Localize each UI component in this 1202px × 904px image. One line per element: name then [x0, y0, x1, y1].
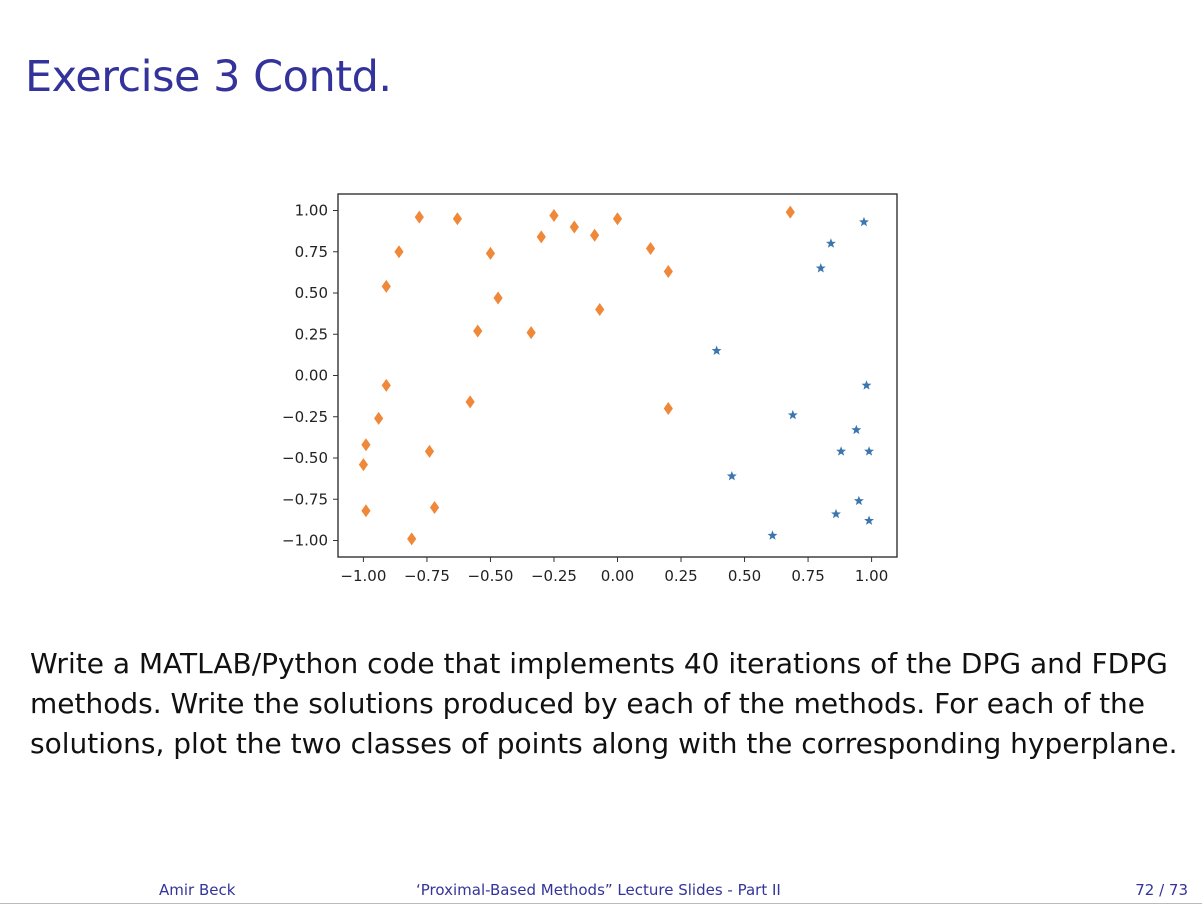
data-point-star	[836, 446, 847, 456]
data-point-star	[815, 263, 826, 273]
data-point-diamond	[493, 291, 503, 305]
x-tick-label: 0.00	[601, 567, 634, 585]
data-point-diamond	[473, 324, 483, 338]
x-tick-label: 0.25	[664, 567, 697, 585]
data-point-diamond	[381, 279, 391, 293]
data-point-diamond	[785, 205, 795, 219]
data-point-diamond	[536, 230, 546, 244]
data-point-star	[864, 446, 874, 456]
data-point-diamond	[381, 378, 391, 392]
data-point-star	[831, 508, 841, 519]
x-tick-label: −0.75	[404, 567, 450, 585]
slide-footer: Amir Beck ‘Proximal-Based Methods” Lectu…	[0, 878, 1202, 904]
data-point-star	[767, 530, 778, 540]
footer-page-number: 72 / 73	[1135, 881, 1188, 899]
data-point-diamond	[485, 246, 496, 260]
y-tick-label: 0.50	[295, 284, 328, 302]
x-tick-label: 1.00	[855, 567, 888, 585]
data-point-diamond	[663, 402, 673, 415]
data-point-diamond	[361, 438, 371, 452]
data-point-diamond	[424, 444, 435, 458]
footer-course-title: ‘Proximal-Based Methods” Lecture Slides …	[416, 881, 781, 899]
scatter-plot: −1.00 −0.75 −0.50 −0.25 0.00 0.25 0.50 0.75 1.00…	[282, 193, 898, 585]
data-point-diamond	[595, 303, 605, 316]
y-tick-label: −0.75	[282, 490, 328, 508]
data-point-star	[853, 495, 864, 506]
y-tick-label: 0.75	[295, 243, 328, 261]
y-tick-label: 0.00	[295, 367, 328, 385]
x-tick-label: −0.25	[531, 567, 577, 585]
data-point-star	[825, 238, 836, 248]
data-point-diamond	[358, 458, 369, 472]
data-point-diamond	[549, 208, 559, 222]
data-point-diamond	[465, 395, 475, 409]
data-point-star	[711, 345, 722, 355]
data-point-diamond	[612, 212, 623, 226]
data-point-diamond	[361, 504, 371, 518]
data-point-diamond	[414, 210, 424, 224]
data-point-diamond	[429, 501, 440, 514]
data-point-diamond	[452, 212, 463, 226]
data-point-star	[864, 515, 874, 525]
y-tick-label: −1.00	[282, 532, 328, 550]
exercise-instructions: Write a MATLAB/Python code that implemen…	[30, 647, 1178, 760]
footer-author: Amir Beck	[159, 881, 236, 899]
data-point-diamond	[645, 241, 656, 255]
data-point-diamond	[663, 265, 673, 279]
data-point-star	[787, 409, 798, 420]
data-point-star	[859, 216, 869, 227]
data-point-star	[851, 424, 862, 435]
y-tick-label: −0.25	[282, 408, 328, 426]
data-point-diamond	[394, 245, 404, 259]
slide-title: Exercise 3 Contd.	[25, 52, 392, 102]
x-tick-label: 0.50	[728, 567, 761, 585]
data-point-star	[861, 380, 872, 390]
data-point-diamond	[590, 228, 600, 242]
y-tick-label: 0.25	[295, 325, 328, 343]
data-point-diamond	[407, 532, 417, 546]
plot-frame	[337, 193, 898, 558]
data-point-star	[726, 470, 737, 481]
data-point-diamond	[374, 411, 384, 425]
y-tick-label: −0.50	[282, 449, 328, 467]
x-tick-label: −1.00	[340, 567, 386, 585]
data-point-diamond	[569, 220, 579, 234]
y-tick-label: 1.00	[295, 202, 328, 220]
x-tick-label: 0.75	[791, 567, 824, 585]
x-tick-label: −0.50	[467, 567, 513, 585]
data-point-diamond	[526, 326, 536, 340]
